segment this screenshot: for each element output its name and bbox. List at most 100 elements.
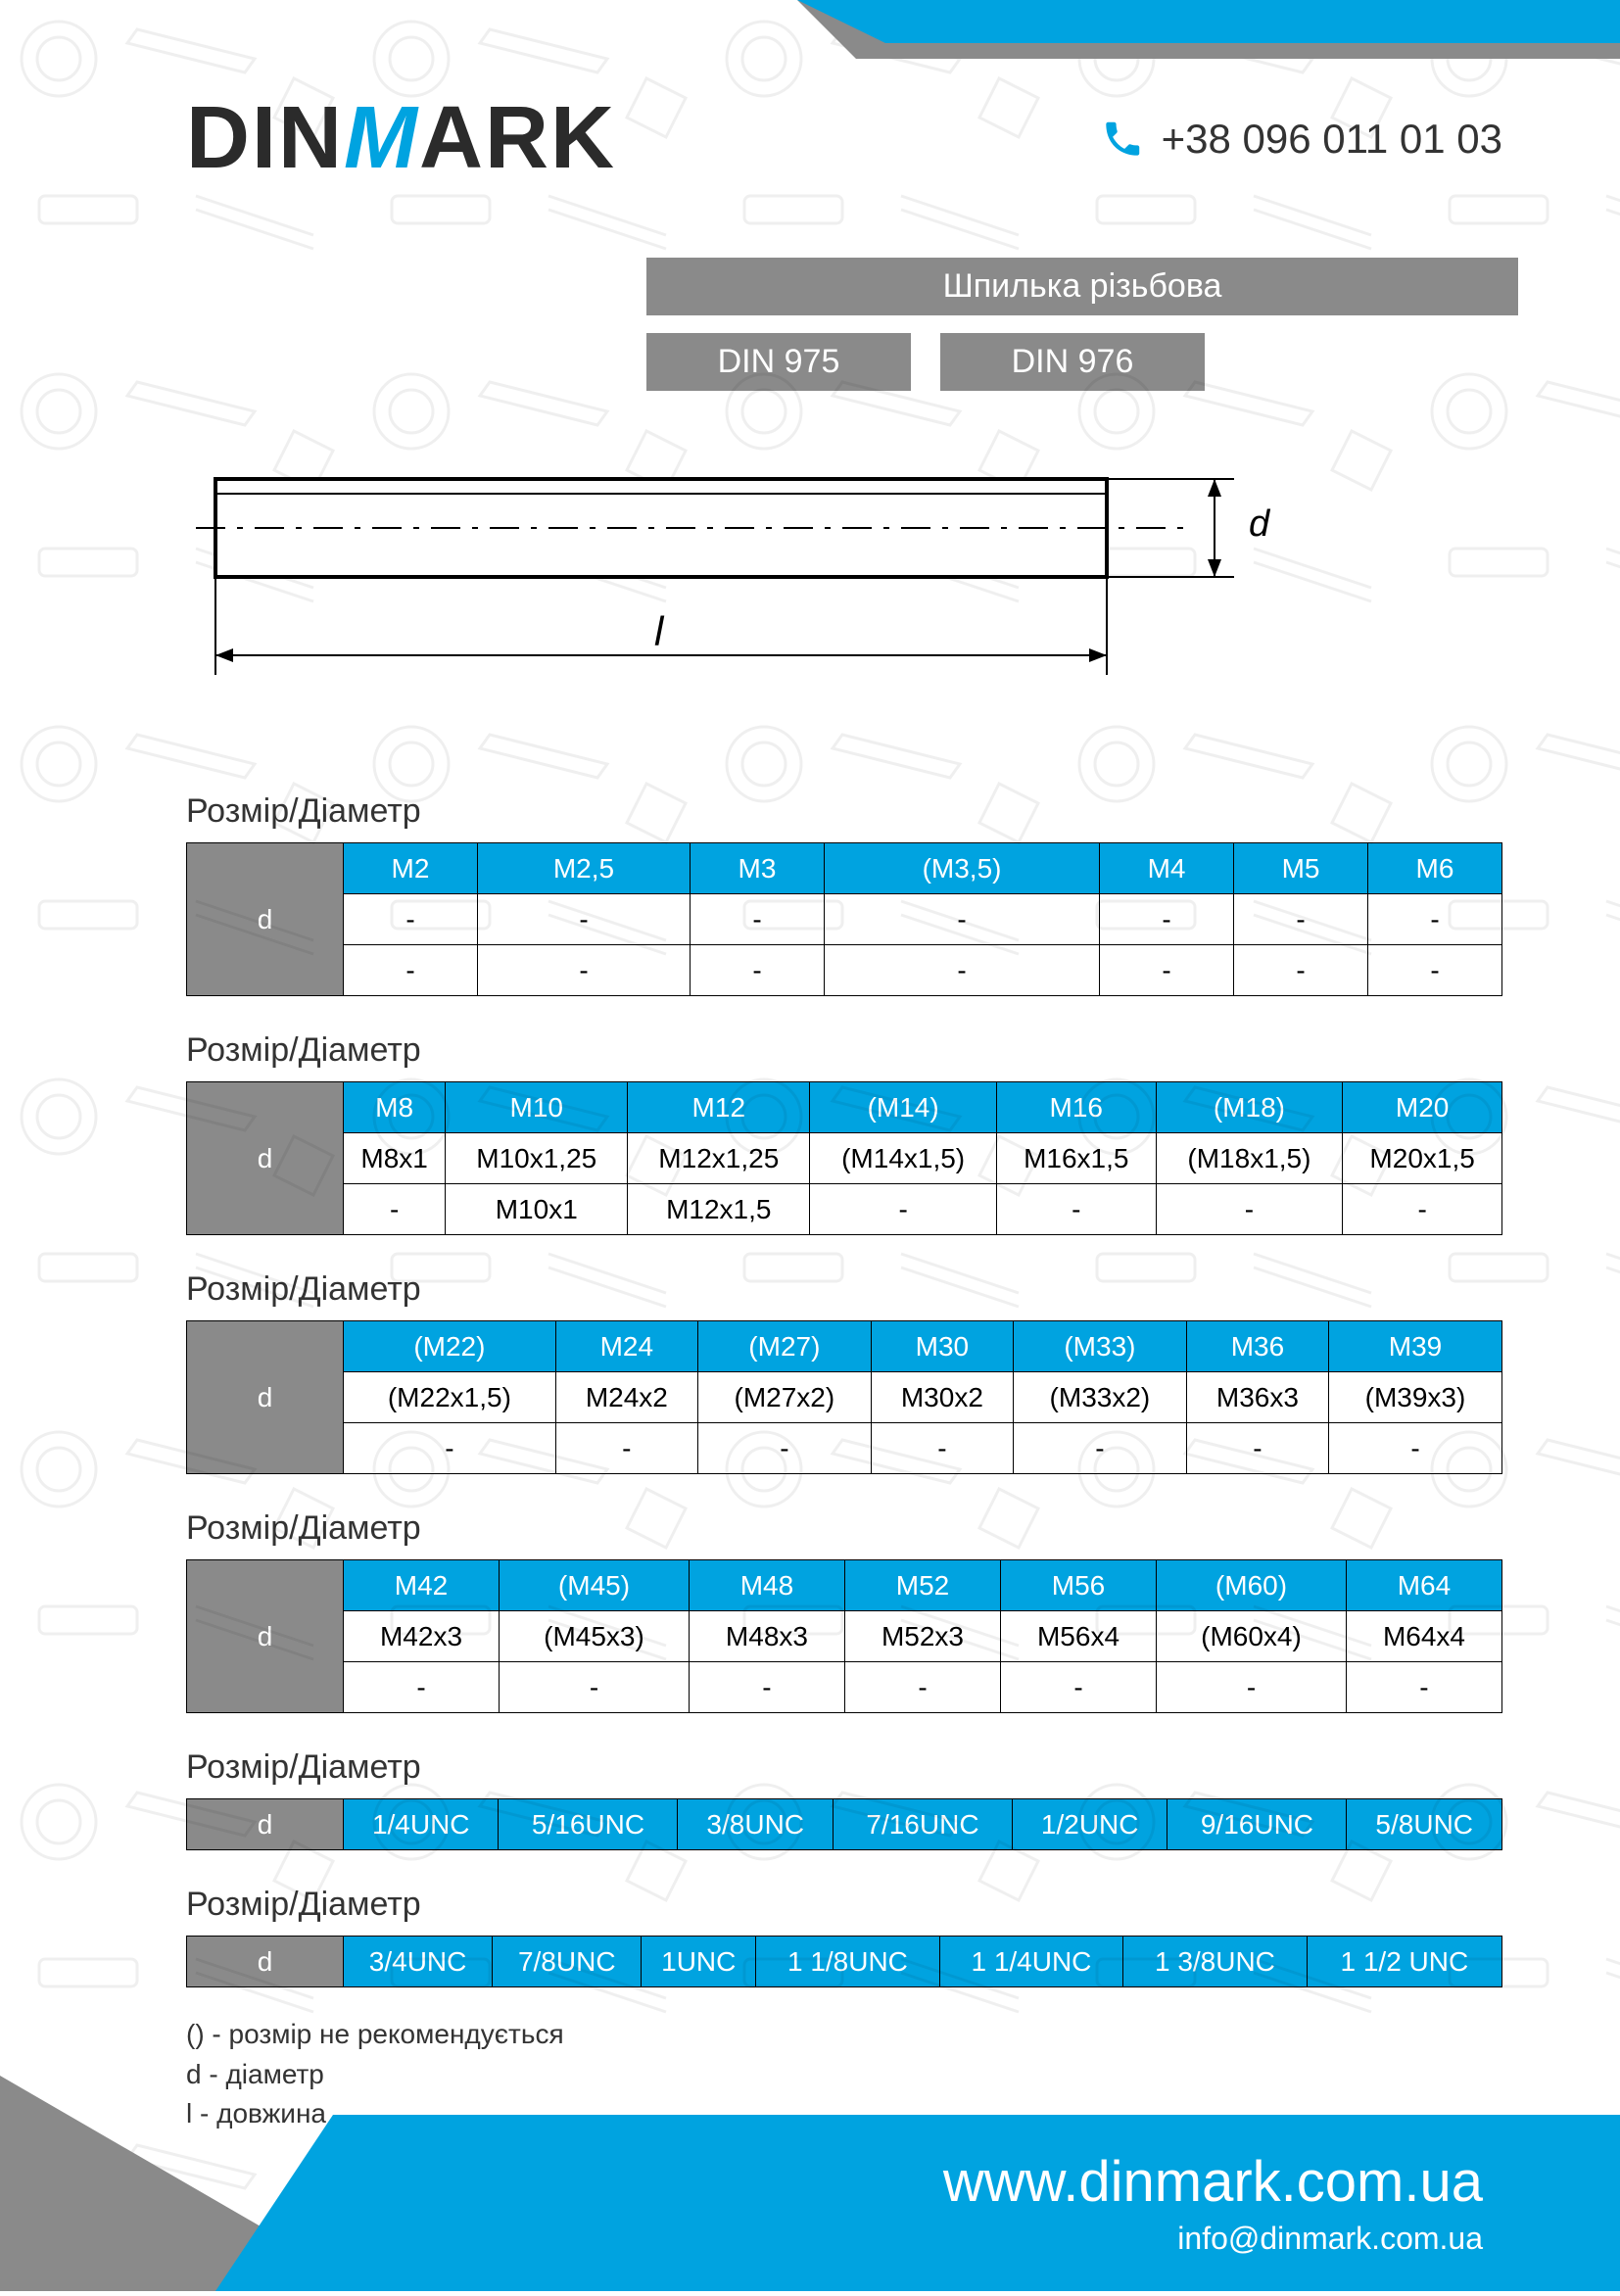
col-header: 3/8UNC (678, 1799, 833, 1850)
footer: www.dinmark.com.ua info@dinmark.com.ua (0, 2076, 1620, 2291)
diagram-l-label: l (654, 608, 665, 654)
cell: - (1157, 1662, 1347, 1713)
section-title: Розмір/Діаметр (186, 1509, 1502, 1548)
din-row: DIN 975 DIN 976 (646, 333, 1620, 391)
cell: - (344, 894, 478, 945)
spec-table: d(M22)M24(M27)M30(M33)M36M39 (M22x1,5)M24… (186, 1320, 1502, 1474)
cell: - (477, 945, 690, 996)
col-header: M20 (1343, 1082, 1502, 1133)
cell: - (871, 1423, 1013, 1474)
cell: - (1234, 894, 1368, 945)
cell: - (691, 894, 825, 945)
col-header: M8 (344, 1082, 446, 1133)
rowhead-d: d (187, 843, 344, 996)
cell: M30x2 (871, 1372, 1013, 1423)
rowhead-d: d (187, 1799, 344, 1850)
col-header: 3/4UNC (344, 1937, 493, 1987)
din-badge-975: DIN 975 (646, 333, 911, 391)
din-badge-976: DIN 976 (940, 333, 1205, 391)
section-title: Розмір/Діаметр (186, 1270, 1502, 1309)
col-header: M64 (1346, 1560, 1501, 1611)
col-header: 5/8UNC (1347, 1799, 1502, 1850)
cell: - (555, 1423, 697, 1474)
cell: - (1100, 894, 1234, 945)
cell: - (691, 945, 825, 996)
cell: (M22x1,5) (344, 1372, 556, 1423)
cell: M8x1 (344, 1133, 446, 1184)
col-header: (M27) (697, 1321, 871, 1372)
cell: M64x4 (1346, 1611, 1501, 1662)
phone-number: +38 096 011 01 03 (1162, 116, 1502, 163)
col-header: M52 (844, 1560, 1000, 1611)
cell: - (1328, 1423, 1501, 1474)
rowhead-d: d (187, 1560, 344, 1713)
col-header: 1/4UNC (344, 1799, 499, 1850)
technical-diagram: d l (196, 459, 1273, 714)
cell: M24x2 (555, 1372, 697, 1423)
col-header: 1 1/2 UNC (1307, 1937, 1501, 1987)
rowhead-d: d (187, 1321, 344, 1474)
col-header: M39 (1328, 1321, 1501, 1372)
cell: - (344, 1662, 500, 1713)
col-header: M30 (871, 1321, 1013, 1372)
col-header: 1 3/8UNC (1123, 1937, 1308, 1987)
col-header: (M18) (1156, 1082, 1343, 1133)
col-header: (M45) (500, 1560, 690, 1611)
col-header: M4 (1100, 843, 1234, 894)
footer-email: info@dinmark.com.ua (1177, 2221, 1483, 2257)
col-header: 7/8UNC (493, 1937, 642, 1987)
product-title-bar: Шпилька різьбова (646, 258, 1518, 315)
legend-line: () - розмір не рекомендується (186, 2015, 1502, 2055)
cell: - (996, 1184, 1156, 1235)
col-header: 9/16UNC (1167, 1799, 1347, 1850)
cell: M36x3 (1186, 1372, 1328, 1423)
col-header: M48 (689, 1560, 844, 1611)
col-header: M56 (1001, 1560, 1157, 1611)
cell: - (810, 1184, 997, 1235)
col-header: M2 (344, 843, 478, 894)
cell: - (824, 894, 1099, 945)
col-header: (M60) (1157, 1560, 1347, 1611)
col-header: 1 1/8UNC (756, 1937, 940, 1987)
cell: - (1343, 1184, 1502, 1235)
cell: - (1186, 1423, 1328, 1474)
cell: - (844, 1662, 1000, 1713)
rowhead-d: d (187, 1937, 344, 1987)
col-header: M12 (628, 1082, 810, 1133)
cell: M20x1,5 (1343, 1133, 1502, 1184)
spec-table: dM42(M45)M48M52M56(M60)M64M42x3(M45x3)M4… (186, 1559, 1502, 1713)
col-header: 5/16UNC (499, 1799, 678, 1850)
cell: - (1346, 1662, 1501, 1713)
cell: - (1368, 945, 1502, 996)
cell: - (697, 1423, 871, 1474)
logo-pre: DIN (186, 89, 344, 187)
cell: M10x1 (446, 1184, 628, 1235)
col-header: M36 (1186, 1321, 1328, 1372)
cell: - (1013, 1423, 1186, 1474)
spec-table: dM8M10M12(M14)M16(M18)M20M8x1M10x1,25M12… (186, 1081, 1502, 1235)
brand-logo: DINMARK (186, 88, 616, 189)
cell: - (1001, 1662, 1157, 1713)
cell: M56x4 (1001, 1611, 1157, 1662)
footer-url: www.dinmark.com.ua (943, 2149, 1483, 2215)
col-header: M24 (555, 1321, 697, 1372)
col-header: (M22) (344, 1321, 556, 1372)
content-area: Розмір/Діаметр dM2M2,5M3(M3,5)M4M5M6-----… (0, 792, 1620, 2134)
cell: - (1100, 945, 1234, 996)
cell: - (1156, 1184, 1343, 1235)
cell: M48x3 (689, 1611, 844, 1662)
cell: M12x1,5 (628, 1184, 810, 1235)
diagram-d-label: d (1249, 503, 1271, 545)
col-header: M16 (996, 1082, 1156, 1133)
cell: - (689, 1662, 844, 1713)
section-title: Розмір/Діаметр (186, 1031, 1502, 1070)
col-header: (M3,5) (824, 843, 1099, 894)
cell: - (1234, 945, 1368, 996)
logo-m: M (344, 89, 419, 187)
spec-table-unc: d1/4UNC5/16UNC3/8UNC7/16UNC1/2UNC9/16UNC… (186, 1798, 1502, 1850)
section-title: Розмір/Діаметр (186, 792, 1502, 831)
spec-table: dM2M2,5M3(M3,5)M4M5M6-------------- (186, 842, 1502, 996)
col-header: (M33) (1013, 1321, 1186, 1372)
cell: - (1368, 894, 1502, 945)
cell: (M45x3) (500, 1611, 690, 1662)
